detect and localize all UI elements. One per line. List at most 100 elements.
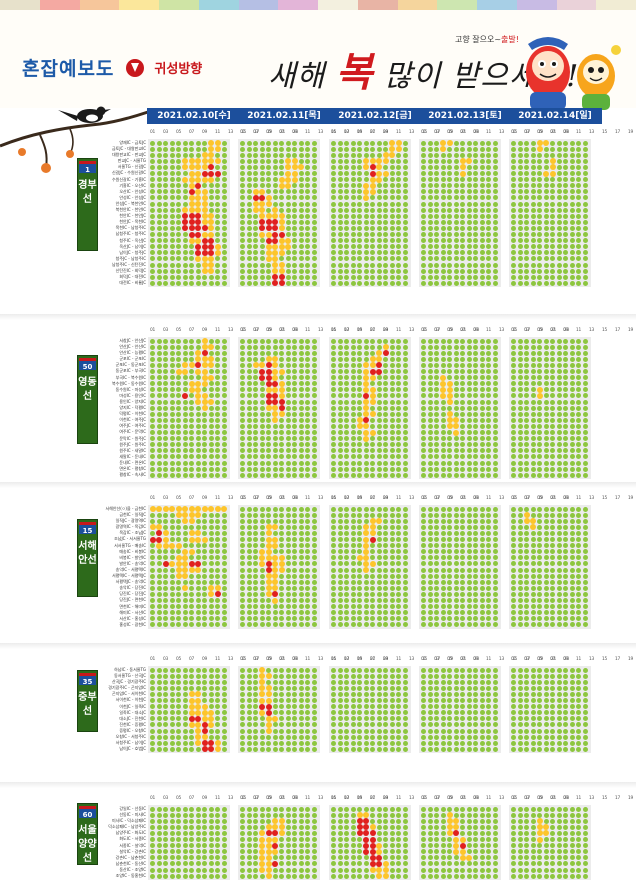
traffic-dot-free [492, 225, 498, 231]
traffic-dot-free [337, 399, 343, 405]
traffic-dot-congested [208, 164, 214, 171]
traffic-dot-free [279, 530, 284, 536]
traffic-dot-free [530, 362, 536, 368]
traffic-dot-free [202, 604, 207, 610]
traffic-dot-slow [549, 164, 556, 171]
traffic-dot-free [246, 405, 252, 411]
traffic-dot-free [421, 213, 426, 219]
traffic-dot-free [543, 454, 549, 460]
traffic-dot-free [402, 140, 408, 146]
traffic-dot-free [447, 598, 452, 603]
hour-tick-label: 17 [254, 657, 260, 662]
traffic-dot-free [524, 405, 529, 411]
traffic-dot-free [370, 423, 375, 429]
traffic-dot-free [576, 537, 581, 542]
traffic-dot-free [556, 381, 562, 387]
ic-label: 일죽IC - 대소JC [119, 709, 146, 715]
traffic-dot-free [473, 448, 478, 454]
traffic-dot-free [285, 698, 291, 703]
hour-tick-label: 07 [370, 657, 376, 662]
traffic-dot-free [156, 685, 162, 691]
traffic-dot-free [427, 344, 433, 350]
traffic-dot-free [246, 238, 252, 244]
hour-tick-label: 09 [292, 130, 298, 135]
traffic-dot-congested [369, 164, 376, 171]
ic-label: 새말IC - 둔내IC [119, 453, 146, 459]
stripe-4 [159, 0, 199, 10]
traffic-dot-free [357, 728, 362, 734]
traffic-dot-free [195, 616, 201, 622]
traffic-dot-free [253, 256, 258, 262]
traffic-dot-free [550, 393, 555, 399]
traffic-dot-congested [272, 274, 278, 281]
traffic-dot-free [337, 448, 343, 454]
traffic-dot-free [292, 405, 297, 411]
traffic-dot-free [311, 158, 317, 164]
traffic-dot-free [492, 524, 498, 530]
traffic-dot-free [556, 140, 562, 146]
traffic-dot-congested [195, 213, 201, 220]
traffic-dot-free [376, 274, 382, 280]
traffic-dot-free [376, 722, 382, 728]
traffic-dot-free [266, 146, 271, 152]
hour-tick-label: 03 [253, 130, 259, 135]
traffic-dot-free [279, 344, 284, 350]
traffic-dot-slow [272, 554, 278, 561]
traffic-dot-free [169, 140, 175, 146]
traffic-dot-free [331, 375, 336, 381]
traffic-dot-free [569, 423, 575, 429]
traffic-dot-free [563, 256, 568, 262]
traffic-dot-free [240, 591, 245, 597]
traffic-dot-slow [285, 243, 291, 250]
traffic-dot-free [189, 543, 194, 549]
traffic-dot-free [298, 622, 304, 628]
traffic-dot-free [524, 591, 529, 597]
traffic-dot-free [202, 579, 207, 585]
traffic-dot-free [156, 362, 162, 368]
traffic-dot-free [253, 152, 258, 158]
traffic-dot-free [376, 344, 382, 350]
traffic-dot-congested [272, 219, 278, 226]
traffic-dot-free [240, 673, 245, 679]
traffic-dot-free [427, 356, 433, 362]
traffic-dot-free [202, 436, 207, 442]
traffic-dot-free [543, 146, 549, 152]
traffic-dot-free [176, 381, 181, 387]
traffic-dot-free [492, 442, 498, 448]
traffic-dot-free [563, 543, 568, 549]
traffic-dot-free [176, 734, 181, 740]
traffic-dot-free [311, 506, 317, 512]
traffic-dot-free [169, 183, 175, 189]
traffic-dot-free [150, 573, 155, 579]
hour-tick-label: 23 [293, 328, 299, 333]
traffic-dot-slow [278, 392, 285, 399]
traffic-dot-free [350, 460, 356, 466]
traffic-dot-free [169, 728, 175, 734]
traffic-dot-free [466, 430, 472, 435]
traffic-dot-free [292, 561, 297, 567]
traffic-dot-free [357, 691, 362, 697]
traffic-dot-free [292, 722, 297, 728]
hour-tick-label: 05 [357, 496, 363, 501]
traffic-dot-free [279, 256, 284, 262]
traffic-dot-free [447, 171, 452, 176]
traffic-dot-free [169, 195, 175, 201]
traffic-dot-free [479, 610, 485, 616]
traffic-dot-free [311, 146, 317, 152]
traffic-dot-free [383, 232, 388, 237]
traffic-dot-free [402, 722, 408, 728]
traffic-dot-slow [208, 715, 214, 722]
traffic-dot-free [182, 280, 188, 286]
traffic-dot-free [331, 454, 336, 460]
traffic-dot-free [486, 423, 491, 429]
traffic-dot-free [240, 466, 245, 472]
traffic-dot-free [305, 591, 310, 597]
traffic-dot-free [285, 716, 291, 722]
traffic-dot-free [253, 543, 258, 549]
traffic-dot-free [421, 201, 426, 207]
traffic-dot-free [202, 667, 207, 673]
traffic-dot-slow [214, 140, 221, 146]
traffic-dot-free [176, 460, 181, 466]
hour-tick-label: 17 [525, 496, 531, 501]
traffic-dot-free [453, 274, 459, 280]
